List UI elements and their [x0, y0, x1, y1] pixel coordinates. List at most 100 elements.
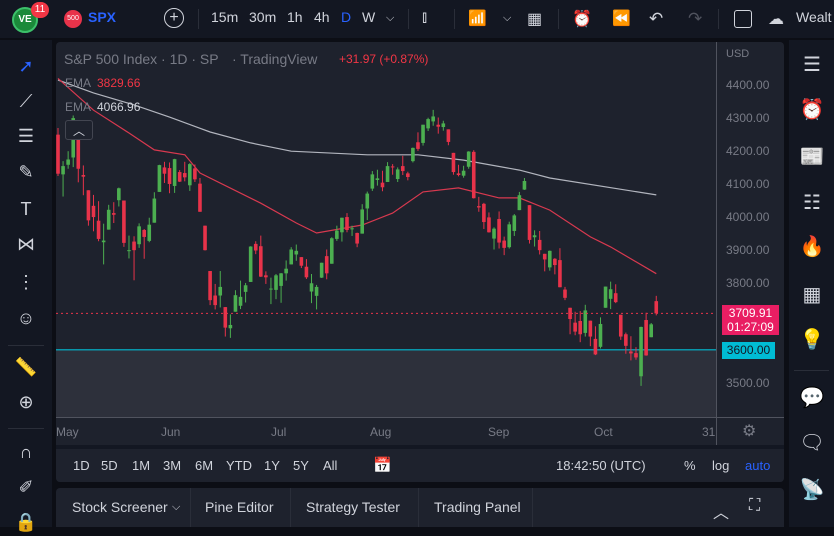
expand-panel-chevron-icon[interactable]: ︿ [713, 505, 730, 522]
messages-icon[interactable]: 🗨 [799, 432, 825, 454]
hotlist-icon[interactable]: 🔥 [799, 236, 825, 258]
chats-icon[interactable]: 💬 [799, 387, 825, 409]
interval-w[interactable]: W [362, 9, 376, 25]
candle-body [101, 240, 106, 243]
candle-body [654, 301, 659, 314]
calendar-icon[interactable]: ▦ [802, 284, 822, 306]
zoom-in-icon[interactable]: ⊕ [18, 392, 34, 412]
candle-body [456, 173, 461, 176]
candle-body [345, 217, 349, 230]
range-6m[interactable]: 6M [195, 458, 214, 473]
level-price-label[interactable]: 3600.00 [722, 342, 775, 359]
candle-body [502, 240, 506, 248]
interval-1h[interactable]: 1h [287, 9, 303, 25]
utc-clock[interactable]: 18:42:50 (UTC) [556, 458, 646, 473]
tab-strategy-tester[interactable]: Strategy Tester [306, 499, 400, 515]
indicators-chevron-icon[interactable]: ⌵ [503, 12, 512, 24]
ema-slow-label[interactable]: EMA [65, 100, 92, 114]
interval-dropdown-chevron-icon[interactable]: ⌵ [386, 12, 395, 24]
range-ytd[interactable]: YTD [226, 458, 252, 473]
range-all[interactable]: All [323, 458, 338, 473]
collapse-legend-button[interactable]: ︿ [65, 120, 93, 140]
candle-body [279, 273, 283, 286]
cloud-icon[interactable]: ☁ [768, 11, 784, 28]
replay-icon[interactable]: ⏪ [612, 10, 631, 27]
candle-body [304, 266, 309, 278]
cursor-icon[interactable]: ➚ [18, 56, 34, 76]
candle-body [111, 213, 116, 215]
price-tick: 4400.00 [726, 78, 770, 92]
chart-title: S&P 500 Index · 1D · SP [64, 51, 219, 67]
fib-lines-icon[interactable]: ☰ [17, 126, 35, 146]
prediction-icon[interactable]: ⋮ [17, 272, 35, 292]
tab-trading-panel[interactable]: Trading Panel [434, 499, 521, 515]
interval-4h[interactable]: 4h [314, 9, 330, 25]
interval-d[interactable]: D [341, 9, 352, 25]
tab-pine-editor[interactable]: Pine Editor [205, 499, 274, 515]
add-list-icon[interactable]: ☷ [803, 192, 821, 214]
time-tick: 31 [702, 425, 716, 439]
auto-toggle[interactable]: auto [745, 458, 771, 473]
range-1d[interactable]: 1D [73, 458, 90, 473]
trend-line-icon[interactable]: ⟋ [19, 91, 33, 111]
workspace-name[interactable]: Wealt [796, 9, 832, 25]
currency-selector[interactable]: USD [726, 48, 750, 60]
fullscreen-square-icon[interactable] [734, 10, 752, 28]
range-5d[interactable]: 5D [101, 458, 118, 473]
chart-pane[interactable]: S&P 500 Index · 1D · SP · TradingView +3… [56, 42, 784, 482]
candle-body [91, 205, 96, 218]
lock-icon[interactable]: 🔒 [14, 512, 38, 532]
stock-screener-chevron-icon[interactable]: ⌵ [172, 501, 181, 513]
interval-30m[interactable]: 30m [249, 9, 277, 25]
candle-body [157, 165, 162, 192]
time-tick: Jul [271, 425, 287, 439]
indicators-icon[interactable]: 📶 [468, 10, 487, 27]
ema-slow-value: 4066.96 [97, 100, 141, 114]
time-tick: Oct [594, 425, 613, 439]
axis-settings-gear-icon[interactable]: ⚙ [742, 423, 757, 440]
compare-add-icon[interactable]: + [164, 8, 184, 28]
range-1y[interactable]: 1Y [264, 458, 280, 473]
candle-body [365, 193, 370, 209]
range-1m[interactable]: 1M [132, 458, 151, 473]
candle-body [583, 310, 588, 333]
emoji-icon[interactable]: ☺ [16, 308, 36, 328]
lock-pencil-icon[interactable]: ✐ [18, 477, 34, 497]
go-to-date-icon[interactable]: 📅 [373, 457, 392, 474]
candle-body [492, 228, 496, 239]
alerts-clock-icon[interactable]: ⏰ [799, 99, 825, 121]
streams-icon[interactable]: 📡 [799, 479, 825, 501]
magnet-icon[interactable]: ∩ [19, 442, 33, 462]
candlestick-chart[interactable] [56, 42, 716, 417]
candle-body [213, 295, 217, 306]
candle-body [487, 217, 491, 233]
text-icon[interactable]: T [20, 199, 32, 219]
candle-body [573, 322, 577, 332]
layout-grid-icon[interactable]: ▦ [527, 11, 543, 28]
range-5y[interactable]: 5Y [293, 458, 309, 473]
candle-style-icon[interactable]: ⫾ [422, 9, 428, 26]
log-toggle[interactable]: log [712, 458, 730, 473]
maximize-icon[interactable]: ⛶ [749, 497, 761, 514]
ruler-icon[interactable]: 📏 [14, 357, 38, 377]
percent-toggle[interactable]: % [684, 458, 696, 473]
redo-icon[interactable]: ↷ [688, 9, 703, 28]
bottom-toolbar-divider [56, 445, 784, 449]
brush-icon[interactable]: ✎ [18, 162, 34, 182]
divider [418, 488, 419, 527]
candle-body [446, 129, 451, 142]
watchlist-icon[interactable]: ☰ [803, 54, 821, 76]
symbol-search[interactable]: SPX [88, 9, 117, 25]
tab-stock-screener[interactable]: Stock Screener [72, 499, 168, 515]
candle-body [370, 174, 375, 189]
news-icon[interactable]: 📰 [799, 146, 825, 168]
candle-body [466, 151, 471, 167]
range-3m[interactable]: 3M [163, 458, 182, 473]
last-price: 3709.91 [728, 306, 773, 320]
pattern-icon[interactable]: ⋈ [17, 234, 35, 254]
undo-icon[interactable]: ↶ [649, 9, 664, 28]
interval-15m[interactable]: 15m [211, 9, 239, 25]
alert-clock-icon[interactable]: ⏰ [572, 11, 592, 28]
ideas-bulb-icon[interactable]: 💡 [799, 329, 825, 351]
ema-fast-label[interactable]: EMA [65, 76, 92, 90]
